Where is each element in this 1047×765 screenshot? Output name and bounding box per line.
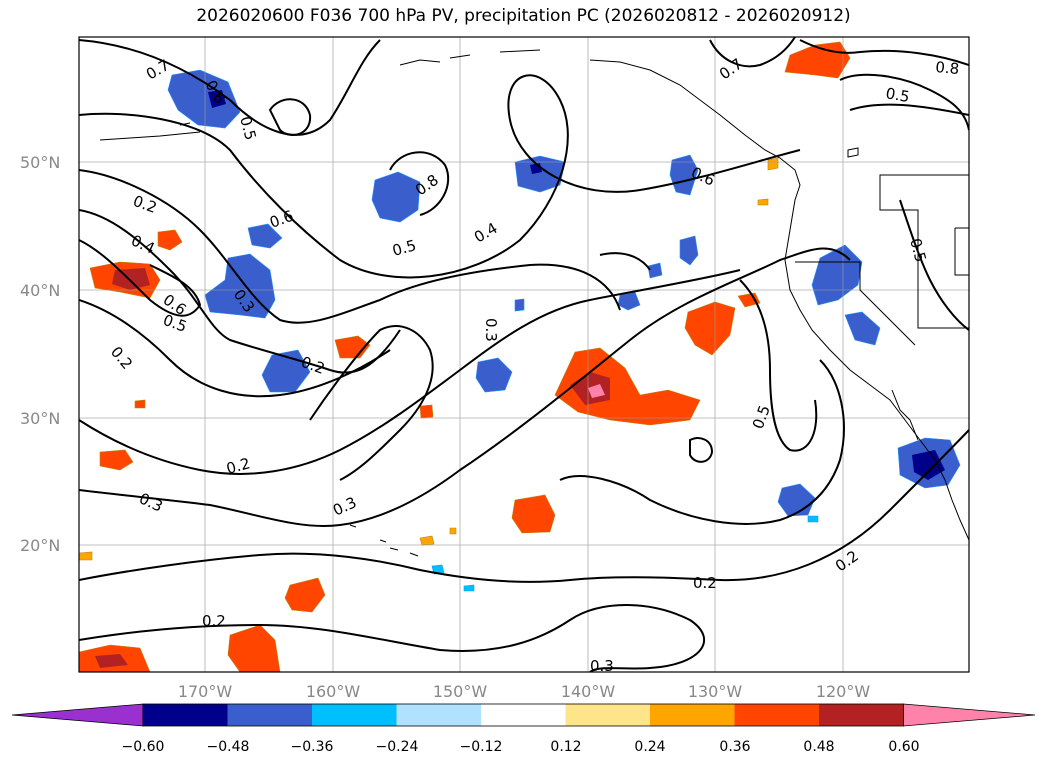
- lon-label: 150°W: [433, 682, 488, 701]
- colorbar-tick-label: 0.24: [634, 739, 665, 755]
- map-title: 2026020600 F036 700 hPa PV, precipitatio…: [196, 6, 851, 26]
- colorbar-tick-label: 0.60: [888, 739, 919, 755]
- colorbar-tick-label: −0.36: [291, 739, 334, 755]
- colorbar-extend-high: [903, 703, 1036, 727]
- lat-label: 30°N: [20, 409, 60, 428]
- contour-label: 0.2: [202, 612, 226, 630]
- colorbar-tick-labels: −0.60 −0.48 −0.36 −0.24 −0.12 0.12 0.24 …: [122, 739, 920, 755]
- positive-precip-areas: [79, 41, 851, 672]
- pv-contours: [79, 37, 969, 672]
- lon-label: 170°W: [178, 682, 233, 701]
- lon-label: 130°W: [688, 682, 743, 701]
- contour-label: 0.5: [884, 84, 911, 106]
- contour-label: 0.2: [693, 574, 717, 592]
- colorbar-segment: [650, 704, 735, 726]
- map-area: 0.7 0.6 0.5 0.2 0.4 0.6 0.5 0.3 0.2 0.6 …: [79, 37, 969, 675]
- longitude-labels: 170°W 160°W 150°W 140°W 130°W 120°W: [178, 682, 871, 701]
- colorbar-segment: [734, 704, 820, 726]
- colorbar-extend-low: [11, 703, 144, 727]
- colorbar-tick-label: −0.48: [207, 739, 250, 755]
- contour-label: 0.2: [224, 454, 252, 478]
- map-grid: [79, 37, 969, 672]
- colorbar-segment: [227, 704, 313, 726]
- colorbar-tick-label: −0.60: [122, 739, 165, 755]
- lat-label: 20°N: [20, 536, 60, 555]
- colorbar-segment: [143, 704, 228, 726]
- colorbar: [11, 703, 1036, 727]
- contour-label: 0.5: [906, 236, 930, 264]
- colorbar-segment: [312, 704, 397, 726]
- contour-label: 0.3: [590, 657, 614, 675]
- lon-label: 120°W: [816, 682, 871, 701]
- colorbar-tick-label: 0.12: [550, 739, 581, 755]
- contour-label: 0.5: [390, 236, 418, 260]
- lon-label: 140°W: [561, 682, 616, 701]
- map-frame: [78, 36, 970, 673]
- colorbar-segment: [396, 704, 482, 726]
- contour-label: 0.8: [935, 58, 960, 78]
- colorbar-tick-label: 0.48: [803, 739, 834, 755]
- contour-label: 0.3: [482, 318, 500, 342]
- lat-label: 50°N: [20, 153, 60, 172]
- colorbar-tick-label: −0.12: [460, 739, 503, 755]
- contour-label: 0.5: [236, 114, 260, 142]
- colorbar-frame: [142, 703, 904, 727]
- lat-label: 40°N: [20, 281, 60, 300]
- colorbar-segment: [819, 704, 904, 726]
- colorbar-tick-label: 0.36: [719, 739, 750, 755]
- colorbar-segment: [481, 704, 566, 726]
- colorbar-segment: [565, 704, 651, 726]
- latitude-labels: 50°N 40°N 30°N 20°N: [20, 153, 60, 555]
- lon-label: 160°W: [306, 682, 361, 701]
- colorbar-tick-label: −0.24: [376, 739, 419, 755]
